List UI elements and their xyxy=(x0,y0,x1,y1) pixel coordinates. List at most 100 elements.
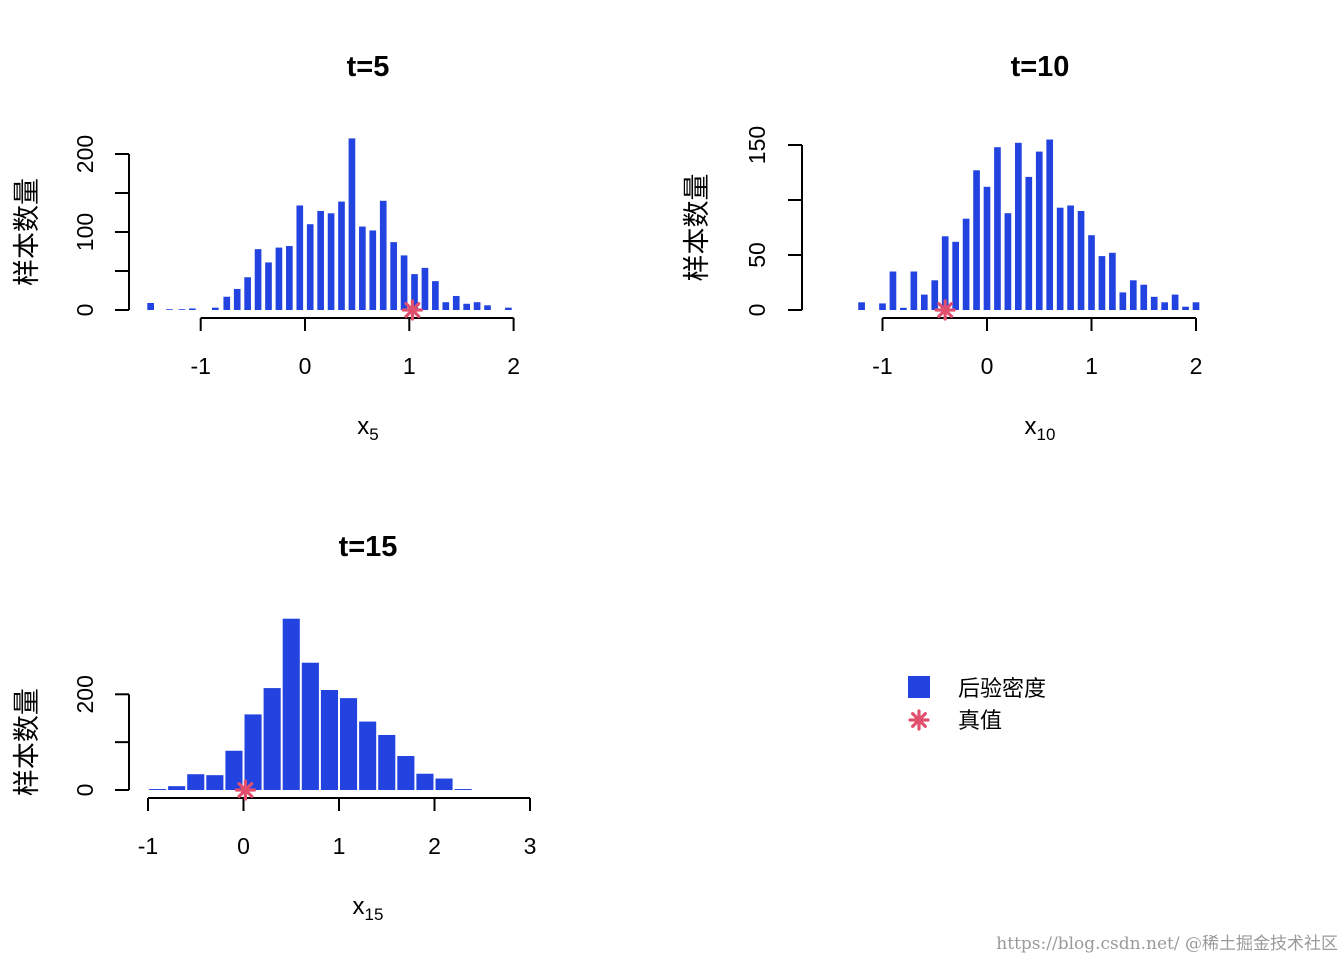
histogram-bar xyxy=(900,307,907,310)
y-tick-label: 0 xyxy=(72,304,98,317)
histogram-bar xyxy=(1161,302,1168,310)
true-value-marker xyxy=(234,779,257,801)
histogram-bar xyxy=(378,734,396,790)
histogram-bar xyxy=(400,255,408,310)
histogram-bar xyxy=(265,262,272,310)
histogram-bar xyxy=(910,271,918,310)
histogram-bar xyxy=(421,267,429,310)
histogram-bar xyxy=(233,288,241,310)
histogram-bar xyxy=(263,688,281,790)
histogram-bar xyxy=(973,170,980,310)
histogram-bar xyxy=(1077,211,1085,310)
histogram-bar xyxy=(1015,142,1022,310)
histogram-bar xyxy=(1171,294,1179,310)
histogram-bar xyxy=(1140,284,1148,310)
histogram-bar xyxy=(1129,280,1137,310)
histogram-bar xyxy=(206,775,224,790)
histogram-bar xyxy=(1088,235,1095,310)
histogram-bar xyxy=(463,303,470,310)
chart-title: t=5 xyxy=(347,51,390,83)
legend-asterisk-icon xyxy=(908,709,930,731)
histogram-bar xyxy=(1046,139,1054,310)
histogram-bar xyxy=(187,774,205,790)
x-tick-label: 3 xyxy=(524,833,537,859)
histogram-bar xyxy=(435,778,453,790)
histogram-bar xyxy=(327,213,335,310)
histogram-bar xyxy=(484,305,491,310)
histogram-bar xyxy=(442,302,450,310)
histogram-bar xyxy=(858,302,865,310)
histogram-bar xyxy=(147,302,154,310)
histogram-bar xyxy=(348,138,356,310)
histogram-panel-2: t=10 -1 0 1 2 0 50 150 样本数量 x10 xyxy=(682,51,1202,444)
histogram-bar xyxy=(254,249,262,310)
histogram-bar xyxy=(1067,205,1074,310)
legend-label-posterior: 后验密度 xyxy=(958,677,1046,702)
true-value-marker xyxy=(401,299,424,321)
x-axis-label: x5 xyxy=(357,413,378,444)
y-tick-label: 150 xyxy=(744,126,770,164)
y-axis-label: 样本数量 xyxy=(12,688,43,796)
histogram-bar xyxy=(296,205,304,310)
y-axis-label: 样本数量 xyxy=(12,178,43,286)
histogram-bar xyxy=(452,295,460,310)
y-tick-label: 100 xyxy=(72,213,98,251)
chart-title: t=10 xyxy=(1011,51,1070,83)
histogram-bar xyxy=(320,689,338,790)
histogram-bar xyxy=(952,241,959,310)
histogram-bar xyxy=(149,789,167,790)
x-tick-label: 0 xyxy=(299,353,312,379)
histogram-bar xyxy=(411,274,418,310)
histogram-bar xyxy=(1004,213,1012,310)
histogram-bar xyxy=(473,302,481,310)
histogram-bar xyxy=(340,698,358,790)
y-tick-label: 200 xyxy=(72,135,98,173)
watermark: https://blog.csdn.net/ @稀土掘金技术社区 xyxy=(996,934,1338,954)
histogram-bar xyxy=(941,236,949,310)
histogram-bar xyxy=(282,618,300,790)
x-tick-label: 0 xyxy=(981,353,994,379)
histogram-bar xyxy=(416,773,434,790)
histogram-bar xyxy=(931,280,939,310)
histogram-bar xyxy=(166,309,173,310)
x-tick-label: 1 xyxy=(1085,353,1098,379)
histogram-bar xyxy=(244,277,251,310)
x-tick-label: 2 xyxy=(1190,353,1203,379)
histogram-bar xyxy=(1025,176,1033,310)
y-tick-label: 0 xyxy=(72,784,98,797)
histogram-bar xyxy=(223,296,231,310)
histogram-bar xyxy=(338,201,345,310)
histogram-bar xyxy=(275,247,283,310)
histogram-bar xyxy=(301,662,319,790)
histogram-bar xyxy=(168,786,186,790)
x-axis-label: x10 xyxy=(1025,413,1056,444)
histogram-bar xyxy=(1182,306,1189,310)
x-tick-label: -1 xyxy=(190,353,210,379)
histogram-bar xyxy=(306,224,314,310)
histogram-bar xyxy=(189,308,196,310)
histogram-bar xyxy=(397,756,415,790)
histogram-bar xyxy=(211,307,219,310)
histogram-bar xyxy=(1119,292,1127,310)
histogram-bar xyxy=(1098,256,1106,310)
legend-label-truth: 真值 xyxy=(958,709,1002,734)
legend-square-icon xyxy=(908,676,930,698)
histogram-bar xyxy=(1150,296,1158,310)
histogram-bar xyxy=(369,230,377,310)
histogram-bar xyxy=(920,294,928,310)
histogram-panel-3: t=15 -1 0 1 2 3 0 200 样本数量 x15 xyxy=(12,531,536,924)
histogram-bar xyxy=(1035,151,1043,310)
histogram-bar xyxy=(1192,302,1200,310)
x-tick-label: 2 xyxy=(428,833,441,859)
x-tick-label: 2 xyxy=(507,353,520,379)
y-axis-label: 样本数量 xyxy=(682,174,713,282)
histogram-bar xyxy=(1109,252,1116,310)
histogram-bar xyxy=(244,714,262,790)
x-tick-label: -1 xyxy=(138,833,158,859)
histogram-bar xyxy=(432,281,439,310)
histogram-bar xyxy=(286,246,293,310)
histogram-bar xyxy=(390,242,397,310)
